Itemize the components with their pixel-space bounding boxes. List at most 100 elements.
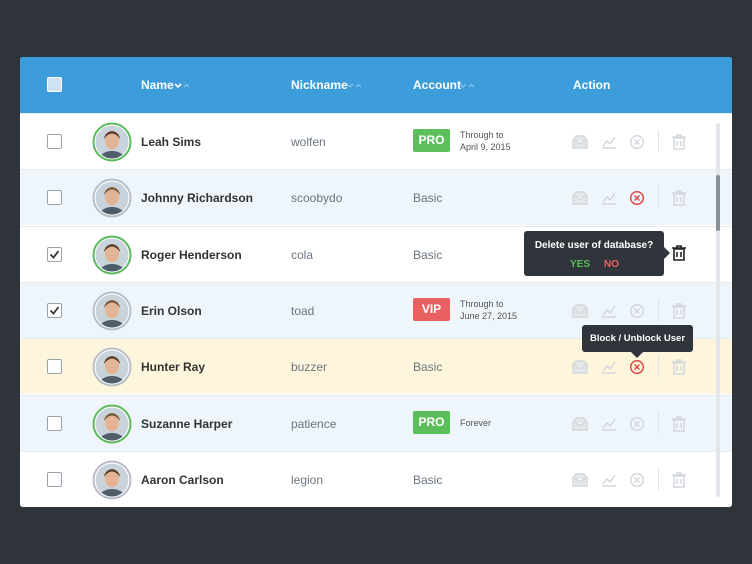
delete-icon[interactable] xyxy=(671,302,687,320)
avatar-image xyxy=(92,404,132,443)
user-name: Johnny Richardson xyxy=(141,191,254,206)
column-nickname[interactable]: Nickname xyxy=(291,78,348,92)
block-tooltip: Block / Unblock User xyxy=(582,325,693,358)
account-note: Through to xyxy=(460,298,504,309)
row-actions xyxy=(570,186,690,209)
user-table: Name Nickname Account Action Leah Sims wo… xyxy=(20,57,732,507)
select-all-checkbox[interactable] xyxy=(47,77,62,92)
delete-icon[interactable] xyxy=(671,189,687,207)
action-divider xyxy=(658,130,659,152)
block-icon[interactable] xyxy=(629,472,645,488)
avatar-image xyxy=(92,178,132,218)
row-checkbox[interactable] xyxy=(47,471,62,487)
user-name: Suzanne Harper xyxy=(141,416,233,431)
account-note: June 27, 2015 xyxy=(460,310,518,321)
avatar xyxy=(92,235,132,275)
action-divider xyxy=(658,467,659,490)
row-actions xyxy=(570,411,690,435)
user-name: Erin Olson xyxy=(141,303,202,318)
delete-icon[interactable] xyxy=(671,471,687,489)
row-checkbox[interactable] xyxy=(47,246,62,262)
user-nickname: toad xyxy=(291,303,315,318)
row-checkbox[interactable] xyxy=(47,359,62,375)
stats-icon[interactable] xyxy=(601,303,617,319)
column-name[interactable]: Name xyxy=(141,78,174,92)
block-icon[interactable] xyxy=(629,134,645,150)
account-plan: Basic xyxy=(413,472,443,487)
avatar-image xyxy=(92,235,132,275)
row-actions xyxy=(570,298,690,322)
message-icon[interactable] xyxy=(572,190,588,206)
row-checkbox[interactable] xyxy=(47,134,62,149)
avatar xyxy=(92,291,132,331)
scrollbar-thumb[interactable] xyxy=(716,175,720,231)
sort-icon[interactable] xyxy=(346,82,362,90)
user-nickname: wolfen xyxy=(291,135,326,149)
row-checkbox[interactable] xyxy=(47,302,62,318)
row-actions xyxy=(570,467,690,491)
stats-icon[interactable] xyxy=(601,416,617,432)
table-row: Leah Sims wolfen PRO Through to April 9, 201… xyxy=(20,113,732,169)
account-plan: Basic xyxy=(413,247,443,262)
check-mark xyxy=(49,306,60,315)
message-icon[interactable] xyxy=(572,359,588,375)
delete-icon-active[interactable] xyxy=(671,244,687,262)
confirm-no[interactable]: NO xyxy=(604,259,619,270)
user-name: Aaron Carlson xyxy=(141,472,224,487)
block-icon[interactable] xyxy=(629,359,645,375)
table-row: Suzanne Harper patience PRO Forever xyxy=(20,394,732,451)
row-checkbox[interactable] xyxy=(47,415,62,431)
table-row: Erin Olson toad VIP Through to June 27, 2015 xyxy=(20,281,732,338)
user-nickname: scoobydo xyxy=(291,191,343,206)
avatar xyxy=(92,404,132,444)
column-account[interactable]: Account xyxy=(413,78,461,92)
account-note: Forever xyxy=(460,417,492,428)
user-nickname: buzzer xyxy=(291,360,328,375)
stats-icon[interactable] xyxy=(601,359,617,375)
avatar-image xyxy=(92,460,132,500)
message-icon[interactable] xyxy=(572,416,588,432)
block-icon[interactable] xyxy=(629,416,645,432)
block-tooltip-text: Block / Unblock User xyxy=(589,333,686,344)
account-plan: Basic xyxy=(413,360,443,375)
stats-icon[interactable] xyxy=(601,134,617,150)
user-nickname: cola xyxy=(291,247,314,262)
block-icon[interactable] xyxy=(629,190,645,206)
delete-icon[interactable] xyxy=(671,415,687,433)
sort-icon[interactable] xyxy=(174,82,190,90)
confirm-yes[interactable]: YES xyxy=(570,259,591,270)
sort-icon[interactable] xyxy=(459,82,475,90)
avatar xyxy=(92,460,132,500)
action-divider xyxy=(658,355,659,378)
avatar xyxy=(92,178,132,218)
user-nickname: patience xyxy=(291,416,337,431)
delete-tooltip: Delete user of database? YES NO xyxy=(524,231,670,276)
table-row: Aaron Carlson legion Basic xyxy=(20,450,732,507)
message-icon[interactable] xyxy=(572,472,588,488)
block-icon[interactable] xyxy=(629,303,645,319)
account-note: April 9, 2015 xyxy=(460,142,511,152)
account-plan: Basic xyxy=(413,191,443,206)
action-divider xyxy=(658,186,659,209)
column-action: Action xyxy=(573,78,611,92)
message-icon[interactable] xyxy=(572,303,588,319)
avatar xyxy=(92,122,132,162)
row-actions xyxy=(570,130,690,153)
scrollbar-track[interactable] xyxy=(716,123,720,497)
avatar-image xyxy=(92,291,132,331)
table-row: Hunter Ray buzzer Basic xyxy=(20,338,732,395)
message-icon[interactable] xyxy=(572,134,588,150)
stats-icon[interactable] xyxy=(601,190,617,206)
row-actions xyxy=(570,355,690,378)
row-checkbox[interactable] xyxy=(47,190,62,206)
tooltip-arrow xyxy=(664,247,670,259)
table-header: Name Nickname Account Action xyxy=(20,57,732,113)
delete-icon[interactable] xyxy=(671,133,687,151)
delete-question: Delete user of database? xyxy=(534,240,654,251)
account-badge: PRO xyxy=(413,129,450,152)
delete-icon[interactable] xyxy=(671,358,687,376)
stats-icon[interactable] xyxy=(601,472,617,488)
avatar-image xyxy=(92,122,132,162)
user-nickname: legion xyxy=(291,472,324,487)
